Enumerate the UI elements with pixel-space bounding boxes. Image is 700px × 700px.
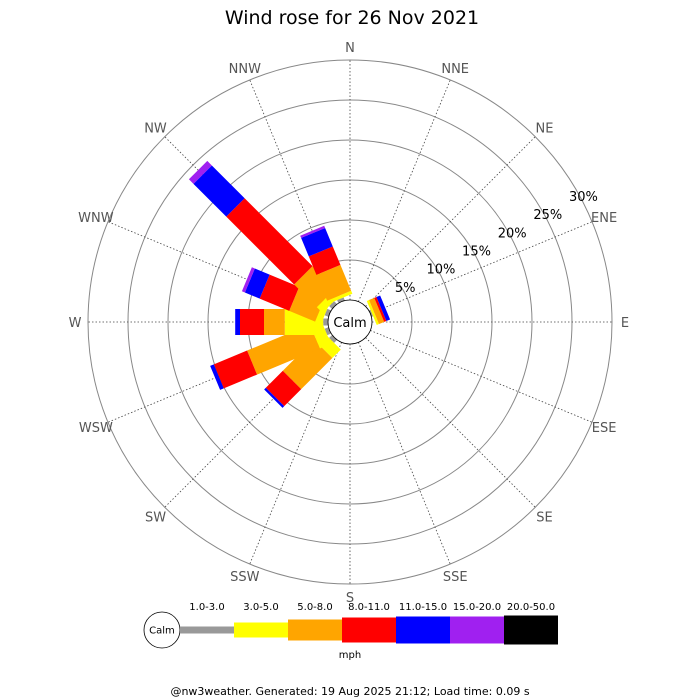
legend-swatch-bin-3 — [342, 617, 396, 643]
legend-calm-label: Calm — [149, 626, 175, 637]
grid-spoke — [370, 330, 593, 423]
calm-label: Calm — [333, 316, 366, 331]
direction-labels: N NNE NE ENE E ESE SE SSE S SSW SW WSW W WNW NW NNW — [69, 41, 630, 606]
legend-bin-label: 8.0-11.0 — [348, 602, 390, 613]
grid-spoke — [358, 79, 451, 302]
direction-label-w: W — [69, 316, 82, 331]
radial-tick-label: 5% — [395, 281, 416, 296]
wind-bars — [188, 160, 391, 408]
direction-label-n: N — [345, 41, 355, 56]
bar-segment-sw-bin-2 — [282, 339, 333, 390]
bar-segment-wsw-bin-2 — [247, 324, 320, 375]
legend-swatch-bin-5 — [450, 616, 504, 644]
direction-label-sw: SW — [145, 511, 166, 526]
legend-bin-label: 3.0-5.0 — [243, 602, 278, 613]
bar-segment-wsw-bin-4 — [210, 364, 224, 390]
bar-segment-sw-bin-3 — [265, 370, 302, 407]
bar-segment-nnw-bin-5 — [300, 225, 326, 238]
bar-segment-w-bin-3 — [240, 309, 264, 335]
radial-tick-label: 20% — [498, 226, 527, 241]
grid-circle — [87, 59, 613, 585]
direction-label-s: S — [346, 591, 354, 606]
bar-segment-ene-bin-4 — [376, 295, 391, 321]
legend-swatch-bin-4 — [396, 616, 450, 644]
radial-tick-label: 10% — [426, 263, 455, 278]
bar-segment-ene-bin-3 — [374, 296, 387, 322]
legend-swatch-bin-6 — [504, 615, 558, 645]
chart-title: Wind rose for 26 Nov 2021 — [225, 7, 479, 29]
legend-bin-label: 11.0-15.0 — [399, 602, 447, 613]
radial-tick-labels: 5% 10% 15% 20% 25% 30% — [395, 190, 598, 296]
direction-label-ssw: SSW — [230, 570, 260, 585]
grid-circle — [167, 139, 533, 505]
direction-label-ne: NE — [536, 122, 554, 137]
speed-legend: Calm 1.0-3.0 3.0-5.0 5.0-8.0 8.0-11.0 11.0-15… — [143, 602, 558, 661]
grid-spoke — [358, 342, 451, 565]
radial-tick-label: 30% — [569, 190, 598, 205]
bar-segment-ene-bin-2 — [369, 297, 385, 325]
bar-segment-sw-bin-4 — [264, 387, 285, 408]
bar-segment-nnw-bin-2 — [316, 264, 352, 301]
bar-segment-nw-bin-4 — [193, 165, 245, 217]
bar-segment-nw-bin-3 — [226, 198, 313, 285]
calm-circle — [327, 299, 373, 345]
direction-label-wnw: WNW — [78, 211, 114, 226]
grid-spoke — [370, 221, 593, 314]
direction-label-e: E — [621, 316, 629, 331]
bar-segment-wnw-bin-5 — [241, 267, 255, 293]
grid-spoke — [365, 136, 536, 307]
bar-segment-w-bin-0 — [323, 318, 328, 326]
bar-segment-sw-bin-0 — [329, 335, 337, 343]
legend-bin-label: 20.0-50.0 — [507, 602, 555, 613]
legend-swatch-bin-2 — [288, 619, 342, 641]
direction-label-nne: NNE — [441, 62, 469, 77]
calm-center: Calm — [327, 299, 373, 345]
bar-segment-ene-bin-1 — [366, 300, 379, 325]
bar-segment-nw-bin-5 — [188, 160, 212, 184]
radial-tick-label: 25% — [533, 208, 562, 223]
bar-segment-nw-bin-2 — [294, 266, 336, 308]
bar-segment-w-bin-4 — [235, 309, 240, 335]
grid-spoke — [249, 342, 342, 565]
bar-segment-wsw-bin-3 — [213, 350, 258, 389]
direction-label-se: SE — [536, 511, 552, 526]
bar-segment-wnw-bin-3 — [259, 274, 300, 311]
grid-spoke — [365, 337, 536, 508]
polar-grid — [87, 59, 613, 585]
bar-segment-w-bin-2 — [264, 309, 285, 335]
direction-label-ese: ESE — [592, 421, 617, 436]
direction-label-ene: ENE — [591, 211, 617, 226]
bar-segment-wnw-bin-4 — [244, 268, 270, 299]
direction-label-wsw: WSW — [79, 421, 113, 436]
legend-bin-label: 1.0-3.0 — [189, 602, 224, 613]
bar-segment-ene-bin-0 — [368, 309, 374, 317]
legend-units: mph — [339, 650, 361, 661]
bar-segment-nw-bin-0 — [329, 301, 337, 309]
direction-label-nnw: NNW — [229, 62, 261, 77]
legend-swatch-bin-0 — [180, 626, 234, 634]
legend-swatch-bin-1 — [234, 622, 288, 638]
legend-bin-label: 15.0-20.0 — [453, 602, 501, 613]
footer-text: @nw3weather. Generated: 19 Aug 2025 21:1… — [170, 685, 529, 698]
legend-bin-label: 5.0-8.0 — [297, 602, 332, 613]
direction-label-sse: SSE — [443, 570, 468, 585]
bar-segment-wnw-bin-0 — [324, 308, 332, 317]
bar-segment-nnw-bin-4 — [301, 227, 333, 257]
radial-tick-label: 15% — [462, 245, 491, 260]
direction-label-nw: NW — [144, 122, 167, 137]
bar-segment-nnw-bin-0 — [337, 297, 345, 304]
bar-segment-nnw-bin-1 — [327, 290, 353, 304]
bar-segment-nnw-bin-3 — [308, 246, 341, 275]
bar-segment-wsw-bin-0 — [324, 327, 332, 336]
